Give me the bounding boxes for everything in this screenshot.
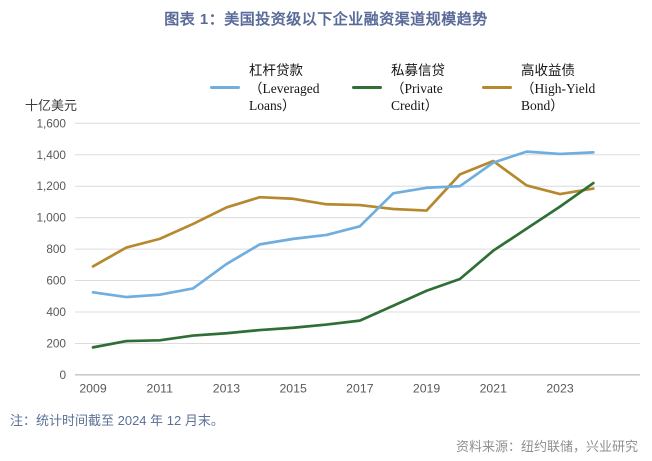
chart-footnote: 注：统计时间截至 2024 年 12 月末。 — [10, 413, 224, 428]
series-line-leveraged-loans — [91, 150, 595, 299]
x-tick-label: 2009 — [79, 382, 107, 396]
legend-swatch-leveraged-loans-icon — [210, 86, 240, 89]
legend-item-private-credit: 私募信贷 （Private Credit） — [352, 62, 445, 115]
legend-swatch-high-yield-bond-icon — [482, 86, 512, 89]
series-line-private-credit — [91, 181, 595, 349]
y-tick-label: 200 — [46, 336, 66, 350]
legend-label: 高收益债 （High-Yield Bond） — [521, 63, 596, 113]
legend-swatch-private-credit-icon — [352, 86, 382, 89]
x-tick-label: 2023 — [546, 382, 574, 396]
chart-title: 图表 1：美国投资级以下企业融资渠道规模趋势 — [164, 11, 488, 28]
x-tick-label: 2011 — [146, 382, 173, 396]
y-tick-label: 400 — [46, 305, 66, 319]
y-tick-label: 800 — [46, 242, 66, 256]
y-tick-label: 1,600 — [36, 116, 66, 130]
x-tick-label: 2017 — [346, 382, 374, 396]
x-tick-label: 2019 — [413, 382, 441, 396]
legend-label: 私募信贷 （Private Credit） — [391, 63, 445, 113]
y-axis-unit-label: 十亿美元 — [25, 98, 78, 113]
legend-item-high-yield-bond: 高收益债 （High-Yield Bond） — [482, 62, 595, 115]
series-line-high-yield-bond — [91, 159, 595, 268]
y-tick-label: 1,000 — [36, 211, 66, 225]
y-tick-label: 1,400 — [36, 148, 66, 162]
x-tick-label: 2021 — [480, 382, 508, 396]
y-tick-label: 1,200 — [36, 179, 66, 193]
y-tick-label: 600 — [46, 274, 66, 288]
x-tick-label: 2015 — [279, 382, 307, 396]
legend-label: 杠杆贷款 （Leveraged Loans） — [249, 63, 320, 113]
x-tick-label: 2013 — [213, 382, 241, 396]
chart-source: 资料来源：纽约联储，兴业研究 — [455, 439, 638, 454]
legend-item-leveraged-loans: 杠杆贷款 （Leveraged Loans） — [210, 62, 319, 115]
y-tick-label: 0 — [59, 368, 66, 382]
